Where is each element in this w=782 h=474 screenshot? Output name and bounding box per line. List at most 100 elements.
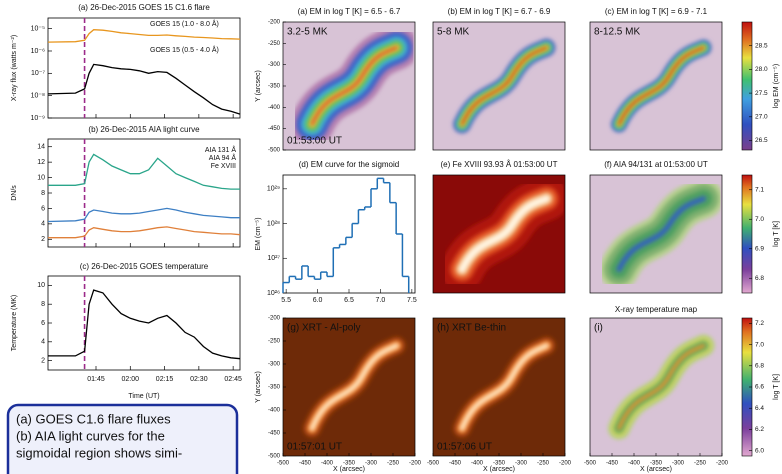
map-image xyxy=(608,334,715,440)
panel-title: (a) EM in log T [K] = 6.5 - 6.7 xyxy=(298,7,401,16)
y-tick-label: 10²⁹ xyxy=(267,186,280,193)
y-tick-label: 8 xyxy=(41,301,45,308)
y-tick-label: -500 xyxy=(268,148,281,154)
panel-title: (b) EM in log T [K] = 6.7 - 6.9 xyxy=(448,7,551,16)
y-tick-label: 8 xyxy=(41,190,45,197)
map-feature xyxy=(616,196,706,272)
caption-line: sigmoidal region shows simi- xyxy=(16,445,182,460)
x-tick-label: 01:45 xyxy=(87,376,105,383)
colorbar-tick-label: 7.2 xyxy=(755,320,764,327)
x-tick-label: 02:30 xyxy=(190,376,208,383)
map-label: 8-12.5 MK xyxy=(594,27,640,38)
y-tick-label: 14 xyxy=(37,144,45,151)
y-tick-label: -200 xyxy=(268,20,281,26)
x-tick-label: -450 xyxy=(449,461,462,467)
x-tick-label: -400 xyxy=(628,461,641,467)
y-tick-label: -450 xyxy=(268,431,281,437)
panel-title: (c) EM in log T [K] = 6.9 - 7.1 xyxy=(605,7,708,16)
x-axis-label: X (arcsec) xyxy=(333,466,365,473)
legend-entry: AIA 94 Å xyxy=(209,153,237,162)
x-tick-label: 02:00 xyxy=(122,376,140,383)
y-tick-label: 10²⁷ xyxy=(267,255,280,262)
map-feature xyxy=(461,46,548,126)
y-tick-label: 10⁻⁵ xyxy=(31,26,45,33)
map-feature xyxy=(309,343,399,431)
y-tick-label: 10⁻⁸ xyxy=(31,93,45,100)
y-tick-label: -350 xyxy=(268,385,281,391)
colorbar-tick-label: 6.4 xyxy=(755,405,764,412)
curve xyxy=(48,226,241,239)
x-tick-label: 02:15 xyxy=(156,376,174,383)
y-tick-label: 4 xyxy=(41,339,45,346)
y-tick-label: -450 xyxy=(268,126,281,132)
x-tick-label: -500 xyxy=(584,461,597,467)
colorbar-tick-label: 6.6 xyxy=(755,384,764,391)
x-tick-label: -250 xyxy=(694,461,707,467)
y-axis-label: Temperature (MK) xyxy=(11,295,18,351)
y-tick-label: 10²⁸ xyxy=(267,220,280,227)
legend-entry: GOES 15 (0.5 - 4.0 Å) xyxy=(150,45,219,54)
x-tick-label: -200 xyxy=(409,461,422,467)
x-tick-label: -350 xyxy=(650,461,663,467)
x-tick-label: -500 xyxy=(277,461,290,467)
y-tick-label: 6 xyxy=(41,320,45,327)
map-label: 01:57:06 UT xyxy=(437,442,492,453)
x-tick-label: -400 xyxy=(321,461,334,467)
map-frame xyxy=(589,21,723,151)
y-tick-label: 4 xyxy=(41,221,45,228)
y-axis-label: Y (arcsec) xyxy=(255,70,262,102)
panel-title: (f) AIA 94/131 at 01:53:00 UT xyxy=(604,160,708,169)
x-tick-label: -400 xyxy=(471,461,484,467)
x-tick-label: 6.5 xyxy=(344,297,354,304)
x-axis-label: Time (UT) xyxy=(128,393,159,400)
colorbar-tick-label: 6.9 xyxy=(755,245,764,252)
panel-title: (c) 26-Dec-2015 GOES temperature xyxy=(80,262,209,271)
colorbar-tick-label: 6.8 xyxy=(755,362,764,369)
colorbar-tick-label: 7.0 xyxy=(755,341,764,348)
x-tick-label: -200 xyxy=(716,461,729,467)
map-feature xyxy=(310,46,398,126)
y-axis-label: EM (cm⁻⁵) xyxy=(255,217,262,250)
y-tick-label: -250 xyxy=(268,339,281,345)
colorbar-label: log EM (cm⁻⁵) xyxy=(773,64,780,108)
x-tick-label: -200 xyxy=(559,461,572,467)
y-axis-label: X-ray flux (watts m⁻²) xyxy=(11,35,18,101)
y-tick-label: -500 xyxy=(268,454,281,460)
x-tick-label: -500 xyxy=(427,461,440,467)
panel-title: X-ray temperature map xyxy=(615,305,698,314)
map-label: 3.2-5 MK xyxy=(287,27,328,38)
map-image xyxy=(290,25,415,147)
legend-entry: GOES 15 (1.0 - 8.0 Å) xyxy=(150,19,219,28)
y-tick-label: 2 xyxy=(41,236,45,243)
y-tick-label: -200 xyxy=(268,316,281,322)
caption-box xyxy=(6,403,239,474)
map-image xyxy=(453,336,556,438)
colorbar-tick-label: 27.0 xyxy=(755,114,768,121)
x-tick-label: -300 xyxy=(515,461,528,467)
legend-entry: AIA 131 Å xyxy=(205,145,236,154)
y-tick-label: 2 xyxy=(41,357,45,364)
curve xyxy=(47,63,241,115)
panel-title: (b) 26-Dec-2015 AIA light curve xyxy=(88,125,200,134)
y-tick-label: 10⁻⁶ xyxy=(31,48,45,55)
map-frame xyxy=(432,21,566,151)
x-axis-label: X (arcsec) xyxy=(483,466,515,473)
y-tick-label: -300 xyxy=(268,62,281,68)
map-label: (i) xyxy=(594,323,603,334)
y-axis-label: DN/s xyxy=(11,185,18,201)
map-feature xyxy=(459,343,549,431)
curve xyxy=(48,153,240,190)
colorbar-tick-label: 7.1 xyxy=(755,186,764,193)
plot-background xyxy=(282,174,416,294)
curve xyxy=(48,289,241,360)
y-tick-label: -350 xyxy=(268,84,281,90)
x-tick-label: 02:45 xyxy=(224,376,242,383)
map-frame xyxy=(432,174,566,294)
x-tick-label: -350 xyxy=(493,461,506,467)
x-tick-label: 6.0 xyxy=(313,297,323,304)
y-tick-label: 6 xyxy=(41,205,45,212)
x-tick-label: -250 xyxy=(537,461,550,467)
x-tick-label: 5.5 xyxy=(281,297,291,304)
map-label: 01:57:01 UT xyxy=(287,442,342,453)
colorbar-tick-label: 6.0 xyxy=(755,447,764,454)
